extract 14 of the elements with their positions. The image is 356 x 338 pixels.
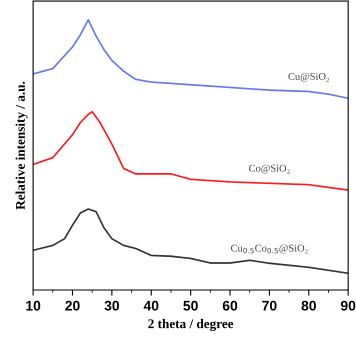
x-axis-title: 2 theta / degree: [148, 318, 234, 331]
series-label: Cu$_{0.5}$Co$_{0.5}$@SiO₂: [230, 244, 308, 254]
x-tick-label: 90: [340, 300, 356, 311]
x-tick-label: 60: [222, 300, 238, 311]
x-tick-label: 80: [302, 300, 316, 311]
x-tick-label: 20: [65, 300, 80, 311]
x-tick-label: 30: [104, 300, 120, 311]
x-tick-label: 40: [144, 300, 158, 311]
series-label: Co@SiO₂: [249, 164, 290, 174]
x-tick-label: 10: [26, 300, 40, 311]
x-tick-label: 70: [262, 300, 277, 311]
y-axis-title: Relative intensity / a.u.: [16, 82, 28, 210]
series-label: Cu@SiO₂: [288, 72, 330, 82]
x-tick-label: 50: [183, 300, 198, 311]
